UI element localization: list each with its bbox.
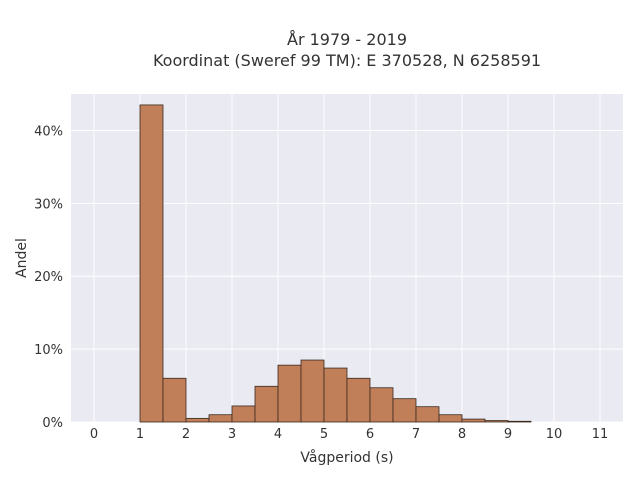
histogram-bar bbox=[277, 364, 302, 423]
y-tick-label: 30% bbox=[34, 197, 63, 212]
histogram-bar bbox=[346, 377, 371, 423]
histogram-bar bbox=[231, 405, 256, 423]
histogram-bar bbox=[139, 104, 164, 423]
histogram-bar bbox=[323, 367, 348, 423]
histogram-bar bbox=[162, 377, 187, 423]
chart-subtitle: Koordinat (Sweref 99 TM): E 370528, N 62… bbox=[153, 51, 541, 70]
histogram-bar bbox=[392, 398, 417, 423]
x-axis-label: Vågperiod (s) bbox=[300, 449, 393, 466]
x-tick-label: 5 bbox=[320, 427, 328, 442]
chart-title: År 1979 - 2019 bbox=[287, 30, 407, 49]
histogram-bar bbox=[484, 420, 509, 423]
x-tick-label: 7 bbox=[412, 427, 420, 442]
x-tick-label: 3 bbox=[228, 427, 236, 442]
histogram-bar bbox=[438, 414, 463, 423]
y-tick-label: 10% bbox=[34, 343, 63, 358]
histogram-bar bbox=[208, 414, 233, 423]
histogram-bar bbox=[507, 420, 532, 423]
y-tick-label: 40% bbox=[34, 124, 63, 139]
x-tick-label: 9 bbox=[504, 427, 512, 442]
histogram-bar bbox=[254, 385, 279, 423]
histogram-bar bbox=[369, 387, 394, 423]
x-tick-label: 0 bbox=[90, 427, 98, 442]
x-tick-label: 8 bbox=[458, 427, 466, 442]
y-tick-labels: 0% 10% 20% 30% 40% bbox=[34, 124, 63, 431]
y-tick-label: 20% bbox=[34, 270, 63, 285]
x-tick-label: 1 bbox=[136, 427, 144, 442]
histogram-bar bbox=[461, 418, 486, 423]
histogram-bars bbox=[139, 104, 532, 423]
histogram-bar bbox=[415, 406, 440, 423]
x-tick-label: 4 bbox=[274, 427, 282, 442]
y-axis-label: Andel bbox=[14, 238, 30, 278]
histogram-bar bbox=[300, 359, 325, 423]
x-tick-label: 2 bbox=[182, 427, 190, 442]
x-tick-label: 6 bbox=[366, 427, 374, 442]
x-tick-label: 10 bbox=[546, 427, 563, 442]
histogram-bar bbox=[185, 417, 210, 423]
y-tick-label: 0% bbox=[42, 416, 63, 431]
x-tick-label: 11 bbox=[592, 427, 609, 442]
x-tick-labels: 0 1 2 3 4 5 6 7 8 9 10 11 bbox=[90, 427, 608, 442]
